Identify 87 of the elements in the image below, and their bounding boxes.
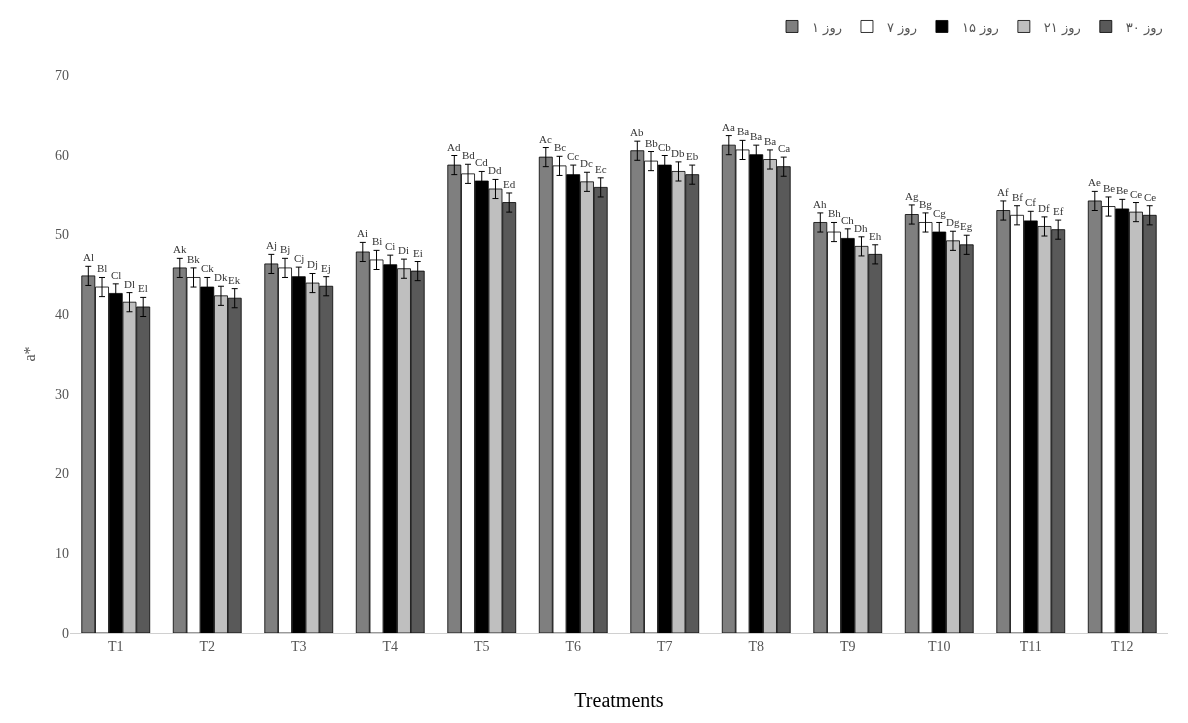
data-label: Ae <box>1088 176 1101 188</box>
data-label: Ba <box>764 135 777 147</box>
x-tick-label: T3 <box>290 638 307 654</box>
legend-label: روز ۱۵ <box>961 19 999 36</box>
data-label: Bh <box>828 207 842 219</box>
data-label: Ca <box>778 142 791 154</box>
legend-label: روز ۳۰ <box>1125 19 1163 36</box>
data-label: Dd <box>488 164 502 176</box>
x-tick-label: T7 <box>656 638 673 654</box>
x-tick-label: T4 <box>382 638 399 654</box>
x-tick-label: T6 <box>565 638 582 654</box>
data-label: Cj <box>294 252 305 264</box>
data-label: Di <box>398 244 409 256</box>
y-tick-label: 20 <box>55 466 69 482</box>
data-label: Cd <box>475 156 489 168</box>
data-label: Ak <box>173 243 187 255</box>
data-label: Ek <box>228 274 241 286</box>
data-label: Ch <box>841 214 855 226</box>
data-label: Eh <box>869 230 882 242</box>
data-label: Ag <box>905 190 919 202</box>
legend-label: روز ۷ <box>886 19 917 36</box>
y-tick-label: 10 <box>55 546 69 562</box>
x-tick-label: T8 <box>748 638 765 654</box>
y-tick-label: 0 <box>62 625 69 641</box>
data-label: Df <box>1038 202 1050 214</box>
data-label: Eg <box>960 220 973 232</box>
data-label: Bb <box>645 137 659 149</box>
x-tick-label: T9 <box>839 638 856 654</box>
data-label: Dj <box>307 258 318 270</box>
legend-label: روز ۱ <box>812 19 842 36</box>
data-label: Bi <box>372 235 383 247</box>
data-label: Aj <box>266 239 277 251</box>
data-label: Ai <box>357 227 368 239</box>
data-label: Eb <box>686 150 699 162</box>
data-label: Be <box>1103 182 1116 194</box>
data-label: Ab <box>630 126 644 138</box>
y-tick-label: 60 <box>55 147 69 163</box>
y-tick-label: 70 <box>55 67 69 83</box>
data-label: Aa <box>722 121 735 133</box>
data-label: Ba <box>750 130 763 142</box>
data-label: Be <box>1116 184 1129 196</box>
data-label: Cl <box>111 269 122 281</box>
data-label: Db <box>671 147 685 159</box>
data-label: El <box>138 282 148 294</box>
data-label: Bk <box>187 253 201 265</box>
data-label: Bj <box>280 243 291 255</box>
data-label: Bg <box>919 198 933 210</box>
legend-label: روز ۲۱ <box>1043 19 1081 36</box>
data-label: Dk <box>214 271 228 283</box>
data-label: Dl <box>124 278 135 290</box>
y-tick-label: 50 <box>55 227 69 243</box>
data-label: Af <box>997 186 1009 198</box>
data-label: Dg <box>946 216 960 228</box>
x-tick-label: T1 <box>107 638 124 654</box>
data-label: Ei <box>413 247 423 259</box>
data-label: Ba <box>737 125 750 137</box>
data-label: Ed <box>503 178 516 190</box>
data-label: Ck <box>201 262 215 274</box>
data-label: Ej <box>321 262 331 274</box>
data-label: Bl <box>97 262 108 274</box>
data-label: Dc <box>580 157 593 169</box>
x-axis-title: Treatments <box>574 689 664 712</box>
data-label: Dh <box>854 222 868 234</box>
data-label: Cg <box>933 207 947 219</box>
data-label: Ef <box>1053 205 1064 217</box>
x-tick-label: T10 <box>927 638 951 654</box>
data-label: Bd <box>462 149 476 161</box>
data-label: Cb <box>658 141 672 153</box>
data-label: Ac <box>539 133 552 145</box>
data-label: Ci <box>385 240 396 252</box>
y-tick-label: 30 <box>55 386 69 402</box>
data-label: Ce <box>1144 191 1157 203</box>
data-label: Ad <box>447 141 461 153</box>
x-tick-label: T12 <box>1110 638 1134 654</box>
y-tick-label: 40 <box>55 307 69 323</box>
x-tick-label: T11 <box>1019 638 1042 654</box>
y-axis-title: a* <box>20 346 38 362</box>
x-tick-label: T5 <box>473 638 490 654</box>
data-label: Bf <box>1012 191 1024 203</box>
data-label: Al <box>83 251 94 263</box>
data-label: Bc <box>554 141 567 153</box>
data-label: Ah <box>813 198 827 210</box>
data-label: Ec <box>595 163 607 175</box>
data-label: Cf <box>1025 196 1037 208</box>
x-tick-label: T2 <box>199 638 216 654</box>
data-label: Cc <box>567 150 580 162</box>
data-label: Ce <box>1130 188 1143 200</box>
